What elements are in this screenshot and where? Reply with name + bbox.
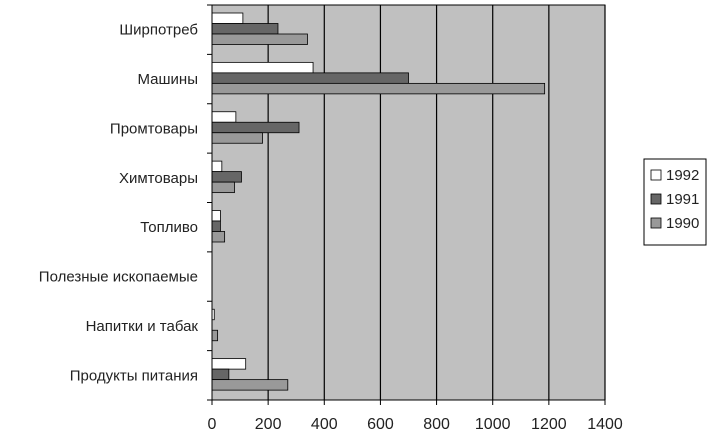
bar-1990-0 bbox=[212, 34, 307, 45]
category-labels: Ширпотреб Машины Промтовары Химтовары Топлив… bbox=[39, 22, 199, 385]
legend: 1992 1991 1990 bbox=[644, 159, 706, 245]
bar-1992-1 bbox=[212, 62, 313, 73]
x-tick-label: 1000 bbox=[475, 416, 511, 433]
bar-1990-3 bbox=[212, 182, 234, 193]
x-tick-label: 0 bbox=[208, 416, 217, 433]
bar-1991-0 bbox=[212, 24, 278, 35]
x-tick-label: 200 bbox=[255, 416, 282, 433]
category-label: Продукты питания bbox=[70, 367, 198, 384]
x-tick-label: 600 bbox=[367, 416, 394, 433]
bar-1991-4 bbox=[212, 221, 220, 232]
category-label: Промтовары bbox=[110, 120, 198, 137]
legend-swatch bbox=[651, 194, 661, 204]
legend-label: 1991 bbox=[666, 191, 699, 208]
bar-1992-3 bbox=[212, 161, 222, 172]
bar-1992-4 bbox=[212, 211, 220, 222]
legend-label: 1992 bbox=[666, 167, 699, 184]
category-label: Напитки и табак bbox=[86, 318, 199, 335]
x-tick-label: 1200 bbox=[531, 416, 567, 433]
bar-1991-1 bbox=[212, 73, 409, 84]
x-tick-label: 400 bbox=[311, 416, 338, 433]
category-label: Ширпотреб bbox=[119, 22, 198, 39]
bar-1990-4 bbox=[212, 232, 225, 243]
bar-1990-2 bbox=[212, 133, 263, 144]
category-label: Химтовары bbox=[119, 170, 198, 187]
bar-1991-3 bbox=[212, 172, 241, 183]
x-tick-label: 800 bbox=[423, 416, 450, 433]
bar-1990-6 bbox=[212, 330, 218, 341]
legend-swatch bbox=[651, 170, 661, 180]
category-label: Полезные ископаемые bbox=[39, 269, 198, 286]
bar-1991-2 bbox=[212, 122, 299, 133]
x-tick-label: 1400 bbox=[587, 416, 623, 433]
legend-label: 1990 bbox=[666, 215, 699, 232]
bar-1990-1 bbox=[212, 83, 545, 94]
bar-1990-7 bbox=[212, 380, 288, 391]
bar-1991-7 bbox=[212, 369, 229, 380]
bar-1992-2 bbox=[212, 112, 236, 123]
legend-swatch bbox=[651, 218, 661, 228]
bar-1992-0 bbox=[212, 13, 243, 24]
category-label: Машины bbox=[138, 71, 198, 88]
bar-1992-7 bbox=[212, 359, 246, 370]
category-label: Топливо bbox=[140, 219, 198, 236]
x-tick-labels: 0 200 400 600 800 1000 1200 1400 bbox=[208, 416, 623, 433]
